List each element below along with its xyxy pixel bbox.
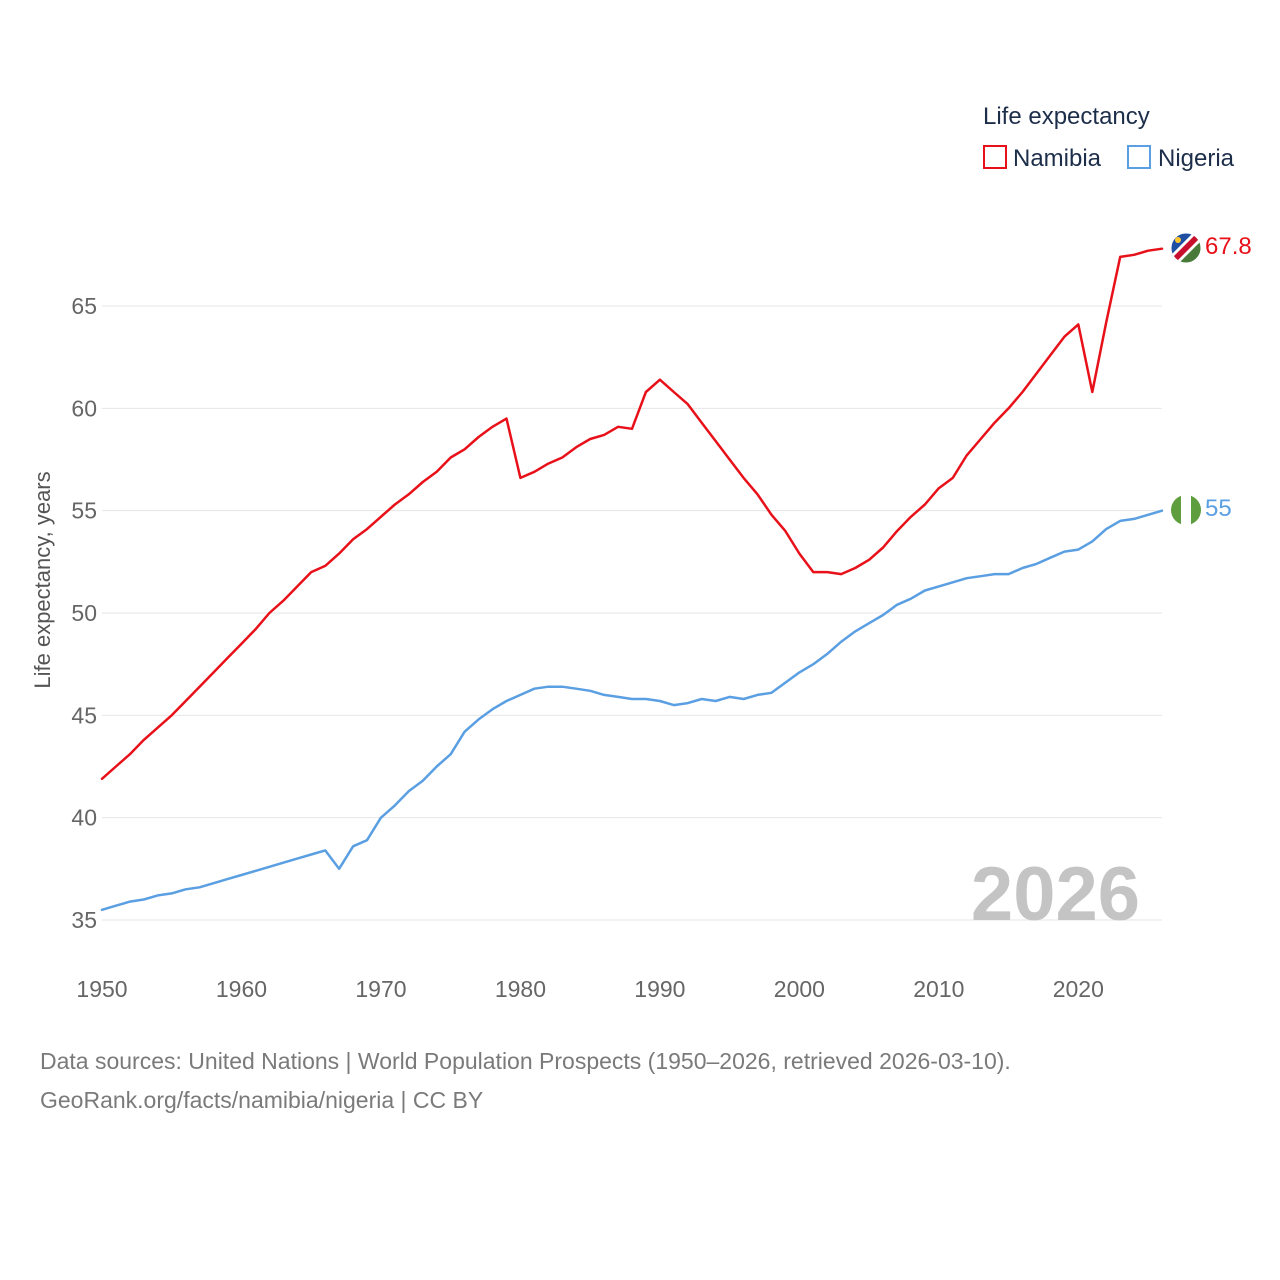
footer-credit: GeoRank.org/facts/namibia/nigeria | CC B… (40, 1087, 484, 1113)
legend-title: Life expectancy (983, 103, 1150, 130)
gridlines (102, 305, 1162, 921)
y-tick-label: 65 (71, 293, 97, 319)
end-label-namibia: 67.8 (1205, 233, 1252, 260)
series-line-nigeria (100, 509, 1164, 912)
x-tick-label: 1980 (495, 976, 546, 1002)
series-lines (100, 247, 1164, 912)
namibia-flag-border (1170, 232, 1202, 264)
y-tick-label: 45 (71, 702, 97, 728)
legend-label-nigeria: Nigeria (1158, 145, 1235, 172)
x-tick-label: 2000 (774, 976, 825, 1002)
x-tick-label: 1990 (634, 976, 685, 1002)
legend-swatch-namibia (983, 145, 1007, 169)
y-tick-label: 35 (71, 907, 97, 933)
x-tick-label: 2010 (913, 976, 964, 1002)
y-axis-ticks: 35 40 45 50 55 60 65 (71, 293, 97, 933)
y-tick-label: 55 (71, 498, 97, 524)
footer: Data sources: United Nations | World Pop… (40, 1042, 1011, 1120)
namibia-flag-icon (1171, 233, 1201, 263)
end-label-nigeria: 55 (1205, 495, 1232, 522)
x-tick-label: 1960 (216, 976, 267, 1002)
legend: Life expectancy Namibia Nigeria (983, 103, 1235, 172)
footer-sources: Data sources: United Nations | World Pop… (40, 1048, 1011, 1074)
legend-swatch-nigeria (1127, 145, 1151, 169)
y-tick-label: 40 (71, 805, 97, 831)
y-tick-label: 60 (71, 395, 97, 421)
series-line-namibia (100, 247, 1164, 781)
x-tick-label: 1950 (76, 976, 127, 1002)
y-axis-title: Life expectancy, years (30, 471, 55, 688)
legend-label-namibia: Namibia (1013, 145, 1102, 172)
x-tick-label: 2020 (1053, 976, 1104, 1002)
x-axis-ticks: 1950 1960 1970 1980 1990 2000 2010 2020 (76, 976, 1103, 1002)
life-expectancy-chart: 35 40 45 50 55 60 65 1950 1960 1970 1980 1990 2000 2… (30, 103, 1252, 1002)
y-tick-label: 50 (71, 600, 97, 626)
nigeria-flag-icon (1171, 495, 1201, 525)
year-watermark: 2026 (971, 852, 1140, 937)
x-tick-label: 1970 (355, 976, 406, 1002)
